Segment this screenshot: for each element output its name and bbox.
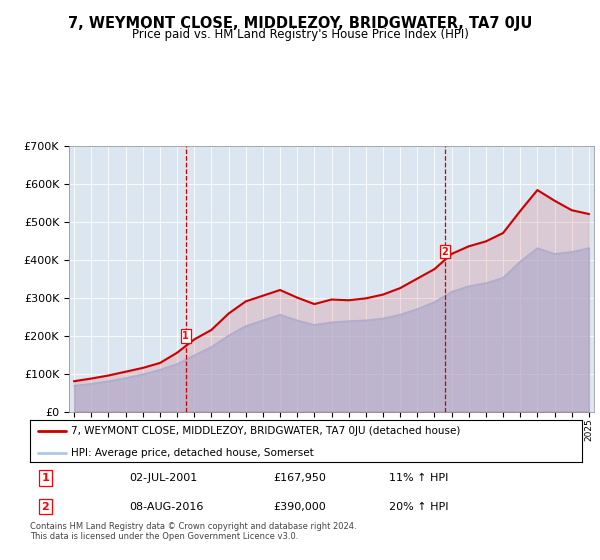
Text: 2: 2 xyxy=(41,502,49,512)
Text: Price paid vs. HM Land Registry's House Price Index (HPI): Price paid vs. HM Land Registry's House … xyxy=(131,28,469,41)
Text: 02-JUL-2001: 02-JUL-2001 xyxy=(130,473,197,483)
Text: 2: 2 xyxy=(442,246,448,256)
Text: £167,950: £167,950 xyxy=(273,473,326,483)
Text: 11% ↑ HPI: 11% ↑ HPI xyxy=(389,473,448,483)
Text: Contains HM Land Registry data © Crown copyright and database right 2024.
This d: Contains HM Land Registry data © Crown c… xyxy=(30,522,356,542)
Text: 1: 1 xyxy=(41,473,49,483)
Text: 7, WEYMONT CLOSE, MIDDLEZOY, BRIDGWATER, TA7 0JU: 7, WEYMONT CLOSE, MIDDLEZOY, BRIDGWATER,… xyxy=(68,16,532,31)
Text: 1: 1 xyxy=(182,331,189,341)
Text: 20% ↑ HPI: 20% ↑ HPI xyxy=(389,502,448,512)
Text: £390,000: £390,000 xyxy=(273,502,326,512)
Text: 7, WEYMONT CLOSE, MIDDLEZOY, BRIDGWATER, TA7 0JU (detached house): 7, WEYMONT CLOSE, MIDDLEZOY, BRIDGWATER,… xyxy=(71,426,461,436)
Text: 08-AUG-2016: 08-AUG-2016 xyxy=(130,502,204,512)
Text: HPI: Average price, detached house, Somerset: HPI: Average price, detached house, Some… xyxy=(71,448,314,458)
